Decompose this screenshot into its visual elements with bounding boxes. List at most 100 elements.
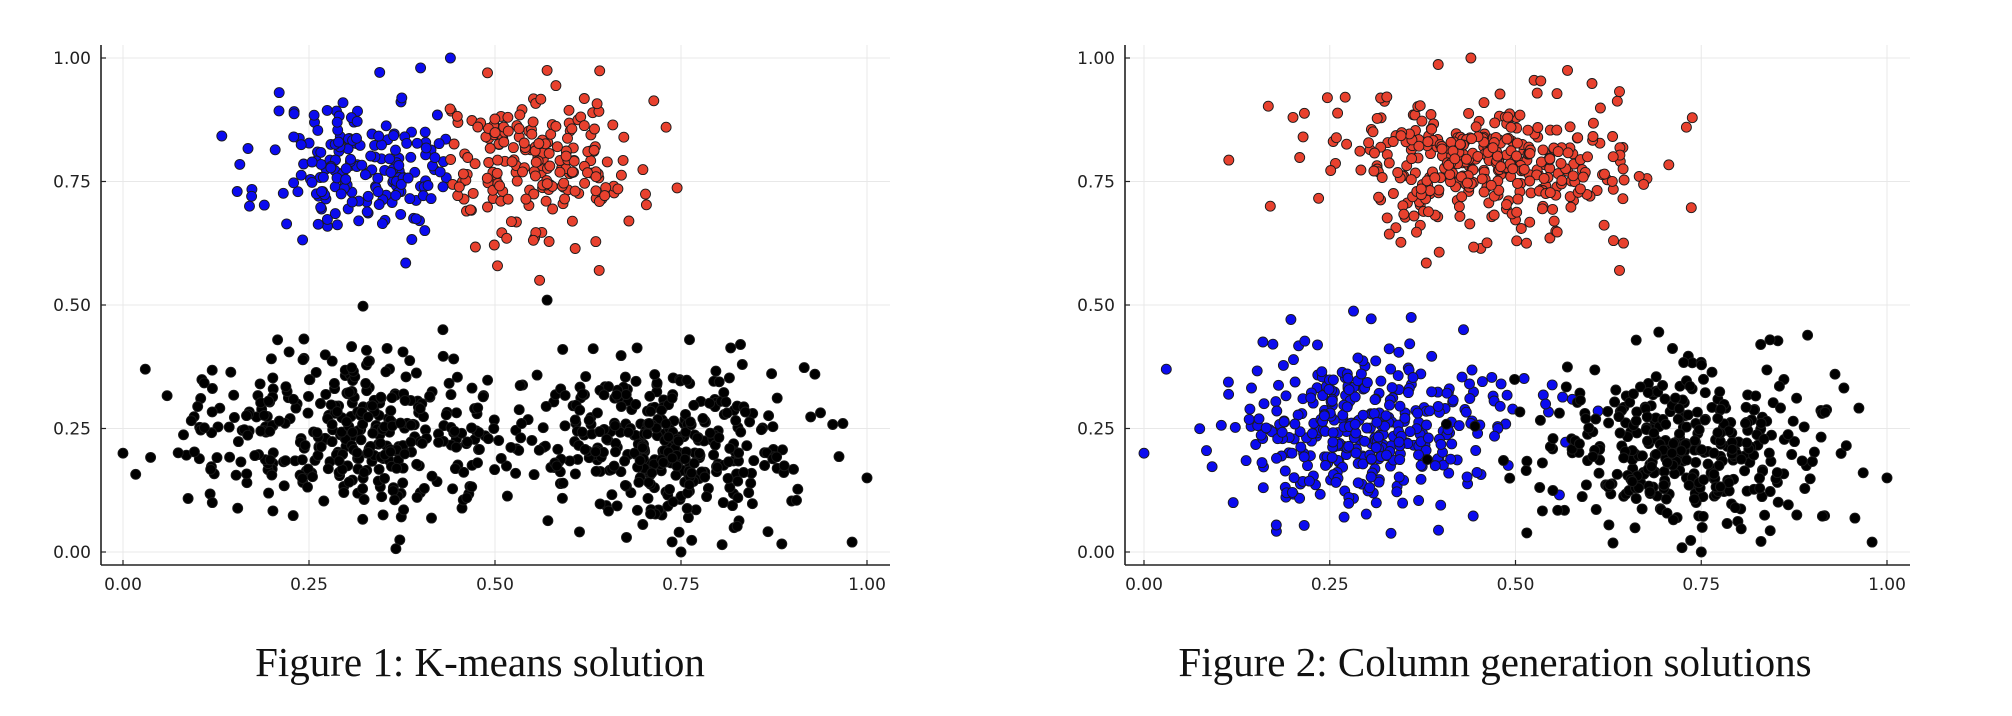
data-point-red [526,128,538,140]
data-point-black [637,442,648,454]
data-point-blue [361,206,373,218]
data-point-black [336,426,348,438]
data-point-red [1574,183,1586,195]
data-point-black [1642,387,1654,398]
data-point-red [578,120,590,132]
data-point-black [1644,486,1656,498]
data-point-black [667,496,679,508]
data-point-red [1472,150,1484,162]
data-point-black [223,421,235,433]
data-point-red [507,142,519,154]
data-point-black [792,483,804,495]
data-point-blue [1357,458,1369,470]
data-point-blue [1298,451,1310,463]
data-point-blue [331,219,343,231]
data-point-blue [1372,431,1384,443]
x-tick-label: 0.75 [1682,575,1720,595]
data-point-blue [400,257,412,269]
data-point-red [1298,107,1310,119]
data-point-red [1686,112,1698,124]
data-point-blue [273,105,285,117]
data-point-black [451,407,462,419]
data-point-black [642,492,654,504]
data-point-blue [288,108,300,120]
data-point-black [1764,486,1776,497]
data-point-black [846,536,858,548]
data-point-red [1501,199,1512,211]
data-point-black [528,469,540,481]
data-point-blue [1365,313,1377,325]
data-point-black [655,404,667,416]
data-point-blue [1298,519,1310,531]
data-point-black [1666,447,1678,459]
data-point-black [1681,454,1692,466]
data-point-black [1650,448,1662,460]
data-point-black [357,418,369,430]
data-point-blue [429,152,441,164]
data-point-black [139,363,151,375]
data-point-blue [1397,497,1409,509]
data-point-blue [419,225,431,237]
data-point-blue [1458,324,1469,336]
data-point-black [265,353,277,365]
data-point-black [1698,474,1710,486]
data-point-red [1425,109,1437,120]
data-point-blue [380,120,392,132]
data-point-black [404,355,416,367]
data-point-red [589,123,600,135]
data-point-red [1387,188,1399,199]
data-point-black [708,449,720,461]
data-point-blue [1443,467,1455,479]
data-point-black [542,515,554,527]
data-point-black [1583,422,1595,434]
data-point-black [1682,409,1694,421]
data-point-red [1555,157,1567,169]
data-point-blue [1557,391,1569,403]
data-point-red [1478,97,1490,109]
data-point-blue [1294,426,1306,438]
data-point-blue [1314,488,1326,500]
data-point-black [385,446,396,458]
data-point-blue [1295,441,1307,453]
data-point-red [590,185,602,197]
data-point-black [376,491,388,503]
data-point-red [1487,142,1499,154]
data-point-red [1614,86,1625,98]
data-point-black [833,451,845,463]
data-point-black [739,406,751,418]
data-point-black [1755,417,1767,429]
data-point-black [398,504,410,516]
data-point-black [1660,493,1672,505]
data-point-black [1699,414,1711,426]
data-point-black [1504,472,1516,484]
data-points [117,52,873,558]
data-point-blue [1384,399,1395,411]
data-point-blue [385,166,397,178]
data-point-black [619,371,631,383]
data-point-black [395,417,406,429]
data-point-blue [1160,363,1172,375]
data-point-red [566,215,578,227]
data-point-black [722,472,734,484]
data-point-blue [1352,477,1364,489]
data-point-black [755,424,767,436]
data-point-black [680,408,691,420]
data-point-red [1582,151,1593,163]
data-point-black [178,429,189,441]
data-point-blue [1327,374,1339,386]
data-point-red [534,274,546,286]
data-point-black [720,396,732,408]
data-point-blue [1486,371,1498,383]
data-point-red [543,147,555,159]
data-point-black [331,406,343,418]
data-point-red [1564,121,1576,133]
data-point-black [733,447,745,459]
data-point-black [318,495,330,507]
data-point-black [211,452,223,464]
data-point-blue [1359,435,1371,447]
data-point-black [397,346,409,358]
data-point-blue [1270,519,1282,531]
data-point-red [660,121,672,133]
data-point-blue [1466,364,1478,376]
data-point-blue [288,177,300,189]
